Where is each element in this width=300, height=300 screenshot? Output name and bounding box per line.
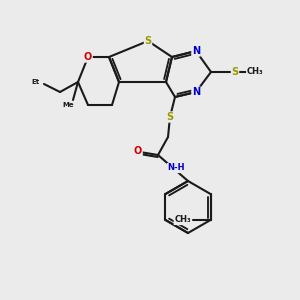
- Text: CH₃: CH₃: [174, 215, 191, 224]
- Text: O: O: [84, 52, 92, 62]
- Text: N: N: [192, 46, 200, 56]
- Text: N: N: [192, 87, 200, 97]
- Text: Et: Et: [32, 79, 40, 85]
- Text: S: S: [144, 36, 152, 46]
- Text: S: S: [167, 112, 174, 122]
- Text: Me: Me: [62, 102, 74, 108]
- Text: O: O: [134, 146, 142, 156]
- Text: CH₃: CH₃: [247, 68, 263, 76]
- Text: N-H: N-H: [167, 164, 185, 172]
- Text: S: S: [231, 67, 239, 77]
